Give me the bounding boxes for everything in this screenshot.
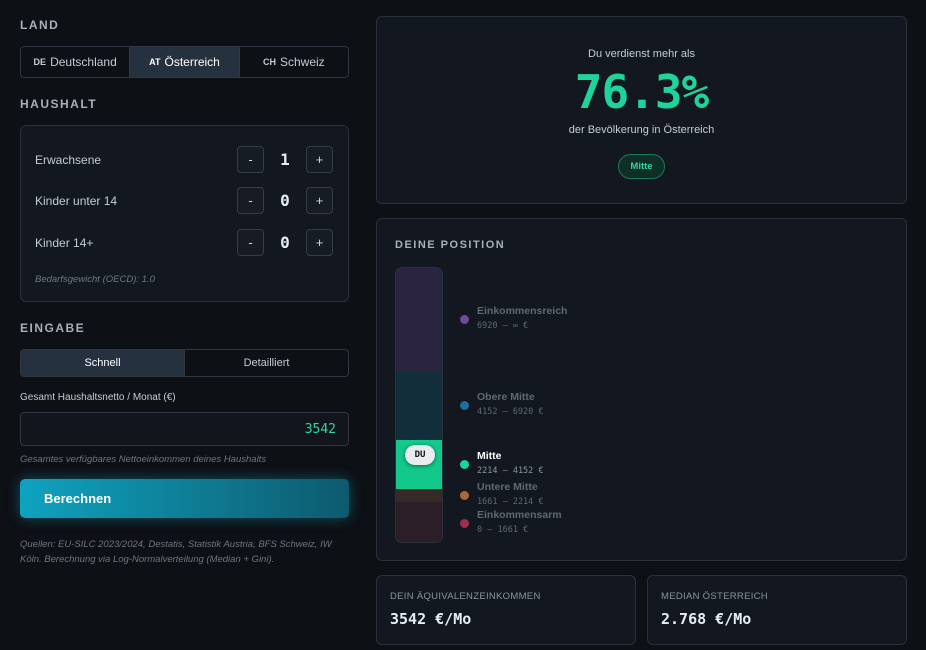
country-option[interactable]: AT Österreich: [130, 47, 240, 77]
position-bar: [395, 267, 443, 543]
level-range: 4152 – 6920 €: [477, 407, 544, 417]
level-dot: [460, 315, 469, 324]
position-card: DEINE POSITION DU Einkommensreich 6920 – …: [376, 218, 907, 561]
plus-button[interactable]: +: [306, 146, 333, 173]
level-name: Obere Mitte: [477, 391, 535, 403]
row-label: Kinder unter 14: [35, 194, 118, 208]
level-dot: [460, 519, 469, 528]
stat-label: DEIN ÄQUIVALENZEINKOMMEN: [390, 591, 541, 602]
section-label: HAUSHALT: [20, 97, 98, 111]
level-name: Mitte: [477, 450, 502, 462]
bar-segment: [396, 502, 442, 542]
count-value: 0: [280, 191, 290, 210]
stat-label: MEDIAN ÖSTERREICH: [661, 591, 768, 602]
tab[interactable]: Detailliert: [243, 357, 290, 369]
level-dot: [460, 460, 469, 469]
bar-segment: [396, 268, 442, 372]
bar-segment: [396, 489, 442, 502]
stat-card: MEDIAN ÖSTERREICH 2.768 €/Mo: [647, 575, 907, 645]
level-range: 2214 – 4152 €: [477, 466, 544, 476]
result-pre: Du verdienst mehr als: [588, 48, 695, 60]
sources: Quellen: EU-SILC 2023/2024, Destatis, St…: [20, 539, 332, 565]
result-card: Du verdienst mehr als 76.3% der Bevölker…: [376, 16, 907, 204]
level-name: Einkommensreich: [477, 305, 568, 317]
stat-card: DEIN ÄQUIVALENZEINKOMMEN 3542 €/Mo: [376, 575, 636, 645]
field-label: Gesamt Haushaltsnetto / Monat (€): [20, 392, 176, 403]
level-range: 6920 – ∞ €: [477, 321, 529, 331]
level-name: Untere Mitte: [477, 481, 538, 493]
minus-button[interactable]: -: [237, 146, 264, 173]
position-title: DEINE POSITION: [395, 239, 506, 251]
stat-value: 2.768 €/Mo: [661, 610, 752, 628]
country-name: Schweiz: [279, 55, 325, 69]
stat-value: 3542 €/Mo: [390, 610, 472, 628]
count-value: 1: [280, 150, 290, 169]
minus-button[interactable]: -: [237, 229, 264, 256]
country-selector: DE Deutschland AT Österreich CH Schweiz: [20, 46, 349, 78]
tab[interactable]: Schnell: [21, 350, 185, 376]
class-badge: Mitte: [618, 154, 665, 179]
country-name: Österreich: [164, 55, 220, 69]
household-panel: [20, 125, 349, 302]
country-code: CH: [262, 57, 276, 67]
level-range: 1661 – 2214 €: [477, 497, 544, 507]
you-marker: DU: [405, 445, 435, 465]
level-range: 0 – 1661 €: [477, 525, 529, 535]
level-dot: [460, 491, 469, 500]
section-label: EINGABE: [20, 321, 86, 335]
country-option[interactable]: DE Deutschland: [21, 47, 131, 77]
country-code: AT: [149, 57, 161, 67]
level-dot: [460, 401, 469, 410]
household-note: Bedarfsgewicht (OECD): 1.0: [35, 274, 155, 285]
field-hint: Gesamtes verfügbares Nettoeinkommen dein…: [20, 454, 267, 465]
plus-button[interactable]: +: [306, 229, 333, 256]
plus-button[interactable]: +: [306, 187, 333, 214]
country-option[interactable]: CH Schweiz: [240, 47, 348, 77]
row-label: Erwachsene: [35, 153, 102, 167]
minus-button[interactable]: -: [237, 187, 264, 214]
count-value: 0: [280, 233, 290, 252]
row-label: Kinder 14+: [35, 236, 94, 250]
input-value: 3542: [304, 422, 336, 437]
input-mode-tabs: Schnell Detailliert: [20, 349, 349, 377]
bar-segment: [396, 372, 442, 440]
calculate-button[interactable]: Berechnen: [20, 479, 349, 518]
section-label: LAND: [20, 18, 60, 32]
result-percent: 76.3%: [574, 65, 709, 119]
level-name: Einkommensarm: [477, 509, 562, 521]
country-code: DE: [33, 57, 47, 67]
income-input[interactable]: 3542: [20, 412, 349, 446]
result-post: der Bevölkerung in Österreich: [568, 124, 715, 136]
country-name: Deutschland: [50, 55, 117, 69]
